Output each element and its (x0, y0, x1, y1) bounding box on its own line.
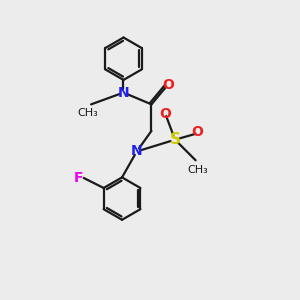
Text: S: S (169, 132, 181, 147)
Text: O: O (191, 125, 203, 139)
Text: O: O (159, 107, 171, 121)
Text: CH₃: CH₃ (77, 108, 98, 118)
Text: O: O (162, 78, 174, 92)
Text: N: N (131, 145, 142, 158)
Text: CH₃: CH₃ (188, 165, 208, 175)
Text: N: N (118, 85, 129, 100)
Text: F: F (74, 171, 83, 185)
